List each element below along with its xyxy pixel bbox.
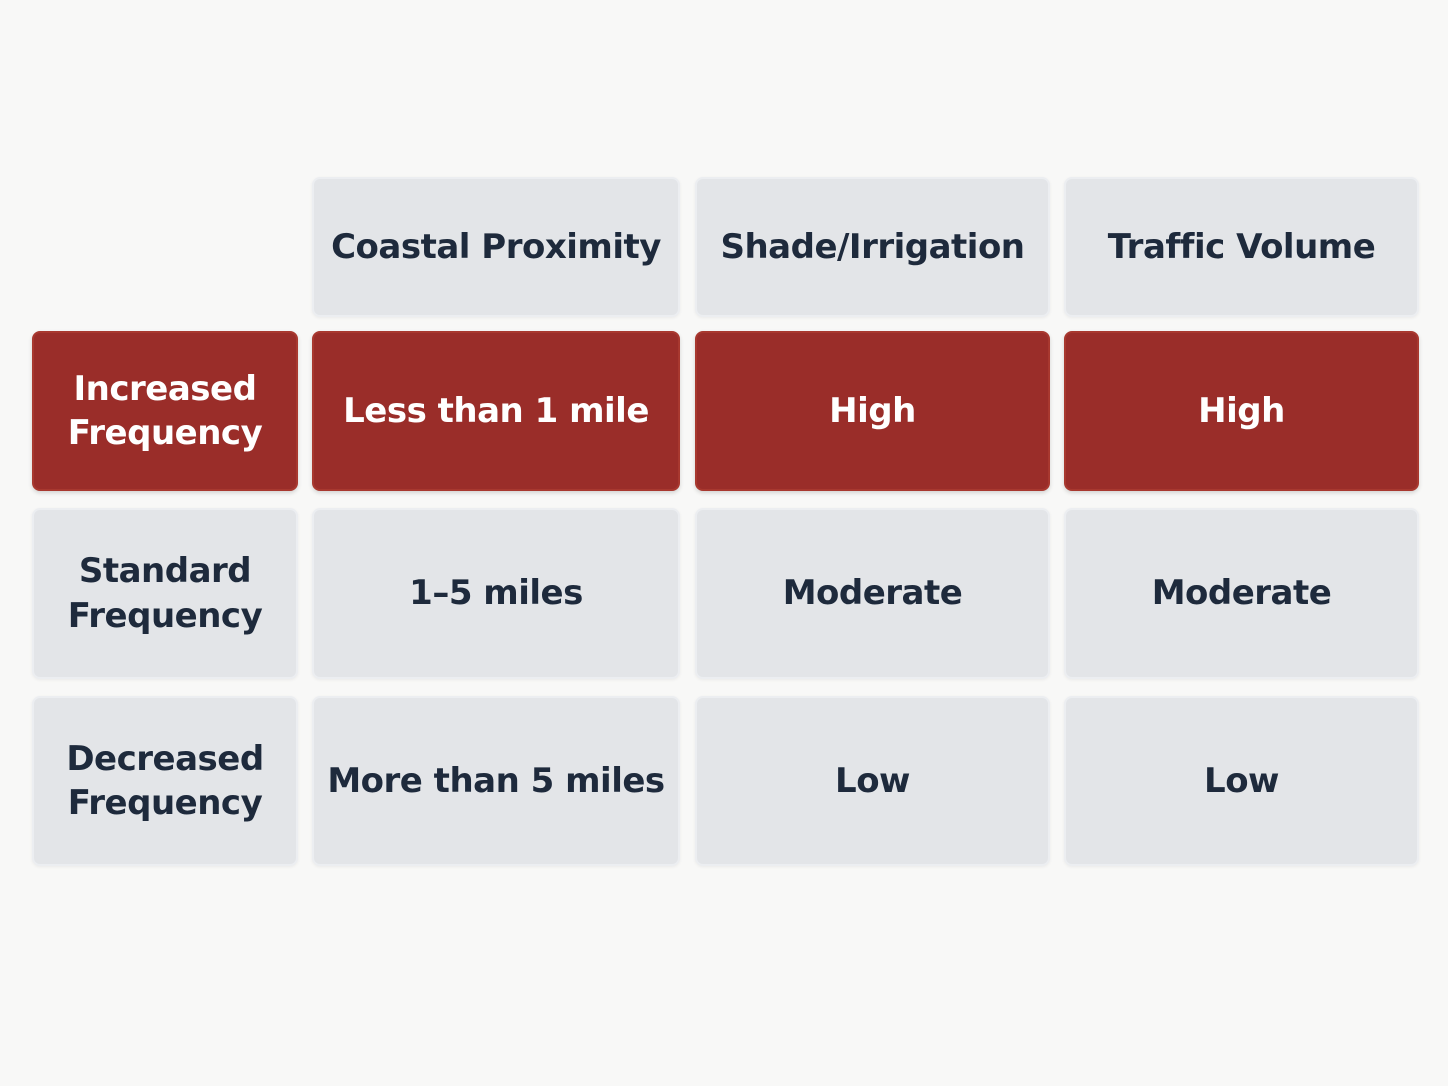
table-cell: Moderate <box>1064 508 1419 679</box>
table-cell: 1–5 miles <box>312 508 680 679</box>
table-cell: Moderate <box>695 508 1050 679</box>
table-cell: Low <box>1064 696 1419 866</box>
row-label: Standard Frequency <box>32 508 298 679</box>
row-label: Increased Frequency <box>32 331 298 491</box>
row-label: Decreased Frequency <box>32 696 298 866</box>
column-header: Coastal Proximity <box>312 177 680 317</box>
table-cell: More than 5 miles <box>312 696 680 866</box>
table-cell: High <box>1064 331 1419 491</box>
table-cell: Low <box>695 696 1050 866</box>
column-header: Traffic Volume <box>1064 177 1419 317</box>
table-cell: High <box>695 331 1050 491</box>
table-cell: Less than 1 mile <box>312 331 680 491</box>
column-header: Shade/Irrigation <box>695 177 1050 317</box>
